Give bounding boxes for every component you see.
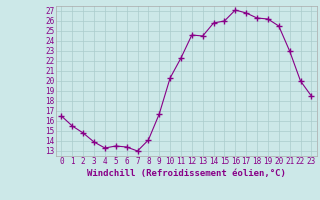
X-axis label: Windchill (Refroidissement éolien,°C): Windchill (Refroidissement éolien,°C) bbox=[87, 169, 286, 178]
